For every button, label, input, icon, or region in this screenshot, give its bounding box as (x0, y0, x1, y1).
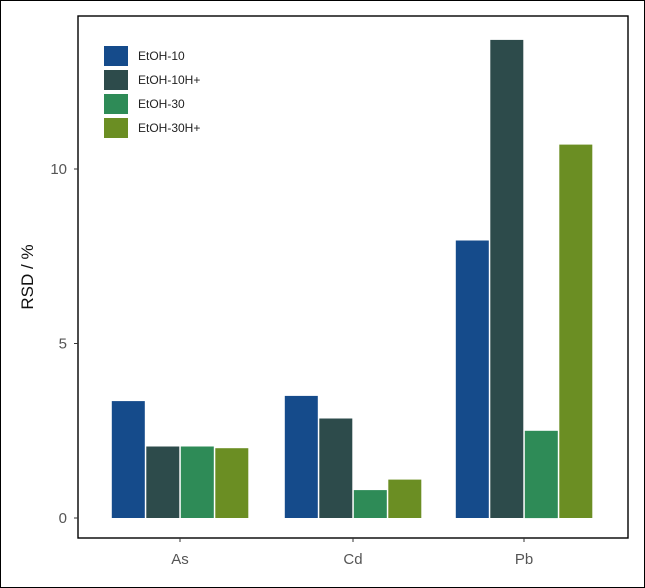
legend-label: EtOH-10H+ (138, 73, 200, 87)
legend-swatch (104, 46, 128, 66)
bar-cd-etoh-10h (319, 418, 353, 518)
x-tick-label-pb: Pb (515, 551, 533, 568)
bar-as-etoh-10h (146, 446, 180, 518)
y-tick-label: 5 (59, 336, 67, 353)
legend-swatch (104, 94, 128, 114)
bar-cd-etoh-30 (353, 490, 387, 518)
y-axis-label: RSD / % (18, 244, 37, 309)
bar-as-etoh-30h (215, 448, 249, 518)
legend-swatch (104, 70, 128, 90)
legend: EtOH-10 EtOH-10H+ EtOH-30 EtOH-30H+ (104, 46, 200, 138)
x-tick-label-cd: Cd (343, 551, 362, 568)
legend-swatch (104, 118, 128, 138)
legend-label: EtOH-30 (138, 97, 185, 111)
bar-pb-etoh-30h (559, 144, 593, 518)
bar-as-etoh-30 (180, 446, 214, 518)
bar-pb-etoh-10 (455, 240, 489, 518)
bar-pb-etoh-30 (524, 430, 558, 519)
bar-cd-etoh-10 (284, 395, 318, 518)
y-tick-label: 10 (50, 161, 67, 178)
legend-label: EtOH-10 (138, 49, 185, 63)
legend-label: EtOH-30H+ (138, 121, 200, 135)
bar-cd-etoh-30h (388, 479, 422, 518)
bar-pb-etoh-10h (490, 39, 524, 519)
bar-as-etoh-10 (111, 401, 145, 518)
y-tick-label: 0 (59, 510, 67, 527)
x-tick-label-as: As (171, 551, 189, 568)
